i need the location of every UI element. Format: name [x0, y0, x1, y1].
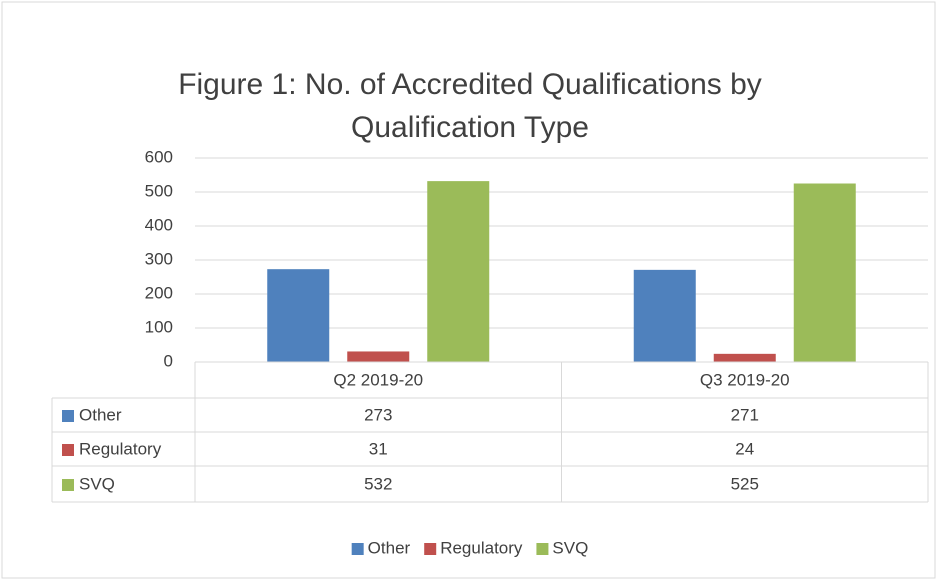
- table-row-label: Other: [79, 405, 122, 424]
- y-tick-label: 500: [145, 181, 173, 200]
- legend-label: SVQ: [552, 538, 588, 557]
- x-tick-label: Q2 2019-20: [333, 370, 423, 389]
- legend-key: [536, 543, 549, 555]
- y-tick-label: 0: [164, 351, 173, 370]
- y-tick-label: 100: [145, 317, 173, 336]
- legend-key: [424, 543, 437, 555]
- table-cell: 24: [735, 439, 754, 458]
- table-row-label: SVQ: [79, 474, 115, 493]
- legend-label: Regulatory: [440, 538, 523, 557]
- table-row-label: Regulatory: [79, 439, 162, 458]
- table-cell: 271: [731, 405, 759, 424]
- table-cell: 532: [364, 474, 392, 493]
- y-tick-label: 400: [145, 215, 173, 234]
- legend-key: [351, 543, 364, 555]
- bar: [267, 269, 330, 362]
- chart-title: Figure 1: No. of Accredited Qualificatio…: [178, 68, 762, 101]
- bar: [427, 181, 490, 362]
- x-tick-label: Q3 2019-20: [700, 370, 790, 389]
- bar: [347, 351, 410, 362]
- table-legend-key: [62, 410, 74, 422]
- table-legend-key: [62, 479, 74, 491]
- table-cell: 525: [731, 474, 759, 493]
- bar: [793, 183, 856, 362]
- bar: [713, 353, 776, 362]
- y-tick-label: 200: [145, 283, 173, 302]
- table-legend-key: [62, 444, 74, 456]
- bar: [633, 269, 696, 362]
- legend-label: Other: [368, 538, 411, 557]
- table-cell: 273: [364, 405, 392, 424]
- y-tick-label: 300: [145, 249, 173, 268]
- table-cell: 31: [369, 439, 388, 458]
- chart-title: Qualification Type: [351, 111, 589, 144]
- y-tick-label: 600: [145, 147, 173, 166]
